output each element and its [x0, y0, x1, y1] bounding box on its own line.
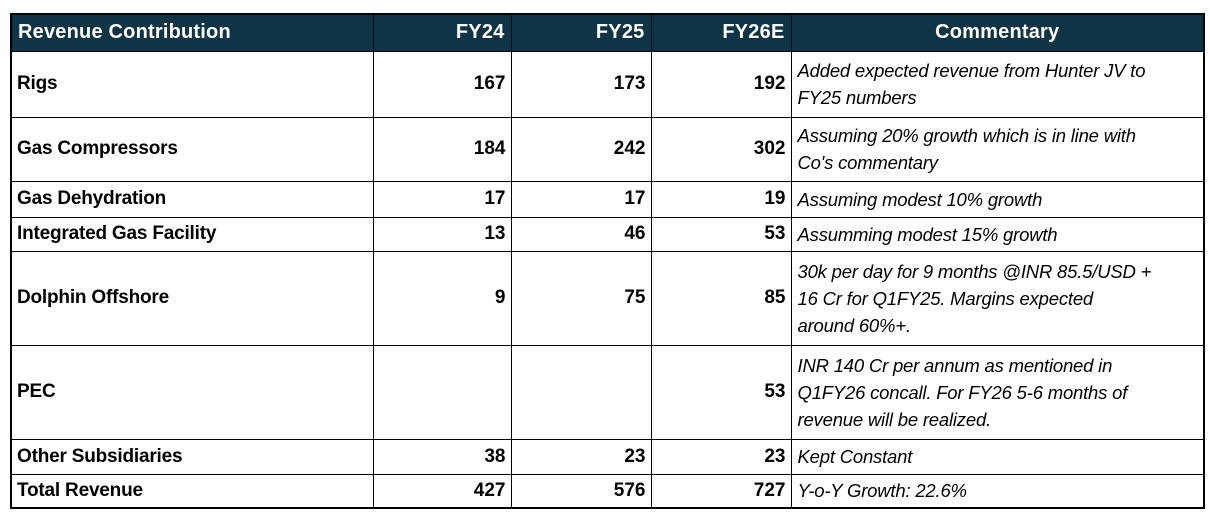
value-fy25: 75: [510, 250, 652, 346]
revenue-table: Revenue Contribution FY24 FY25 FY26E Com…: [10, 13, 1205, 509]
value-fy26e: 53: [650, 216, 792, 252]
table-row-total-revenue: Total Revenue 427 576 727 Y-o-Y Growth: …: [10, 473, 1205, 509]
commentary-cell: Added expected revenue from Hunter JV to…: [790, 50, 1205, 118]
commentary-cell: Y-o-Y Growth: 22.6%: [790, 473, 1205, 509]
table-row-gas-dehydration: Gas Dehydration 17 17 19 Assuming modest…: [10, 180, 1205, 218]
value-fy24: 17: [372, 180, 512, 218]
header-row: Revenue Contribution FY24 FY25 FY26E Com…: [10, 13, 1205, 52]
row-label: Rigs: [10, 50, 374, 118]
value-fy26e: 192: [650, 50, 792, 118]
header-fy25: FY25: [510, 13, 652, 52]
value-fy25: [510, 344, 652, 440]
value-fy24: 38: [372, 438, 512, 475]
value-fy25: 23: [510, 438, 652, 475]
row-label: Integrated Gas Facility: [10, 216, 374, 252]
value-fy24: 13: [372, 216, 512, 252]
value-fy25: 576: [510, 473, 652, 509]
value-fy26e: 727: [650, 473, 792, 509]
header-fy24: FY24: [372, 13, 512, 52]
revenue-contribution-table: Revenue Contribution FY24 FY25 FY26E Com…: [10, 13, 1205, 509]
commentary-cell: Kept Constant: [790, 438, 1205, 475]
value-fy26e: 302: [650, 116, 792, 182]
value-fy24: 427: [372, 473, 512, 509]
value-fy26e: 85: [650, 250, 792, 346]
table-row-dolphin-offshore: Dolphin Offshore 9 75 85 30k per day for…: [10, 250, 1205, 346]
header-commentary: Commentary: [790, 13, 1205, 52]
commentary-cell: Assuming modest 10% growth: [790, 180, 1205, 218]
value-fy26e: 53: [650, 344, 792, 440]
value-fy26e: 19: [650, 180, 792, 218]
value-fy24: 9: [372, 250, 512, 346]
row-label: Other Subsidiaries: [10, 438, 374, 475]
row-label: Gas Dehydration: [10, 180, 374, 218]
commentary-cell: Assumming modest 15% growth: [790, 216, 1205, 252]
value-fy25: 17: [510, 180, 652, 218]
table-row-rigs: Rigs 167 173 192 Added expected revenue …: [10, 50, 1205, 118]
value-fy25: 46: [510, 216, 652, 252]
table-row-other-subsidiaries: Other Subsidiaries 38 23 23 Kept Constan…: [10, 438, 1205, 475]
value-fy25: 242: [510, 116, 652, 182]
commentary-cell: Assuming 20% growth which is in line wit…: [790, 116, 1205, 182]
value-fy26e: 23: [650, 438, 792, 475]
row-label: Gas Compressors: [10, 116, 374, 182]
table-row-integrated-gas-facility: Integrated Gas Facility 13 46 53 Assummi…: [10, 216, 1205, 252]
row-label: PEC: [10, 344, 374, 440]
value-fy24: 184: [372, 116, 512, 182]
commentary-cell: INR 140 Cr per annum as mentioned in Q1F…: [790, 344, 1205, 440]
table-row-gas-compressors: Gas Compressors 184 242 302 Assuming 20%…: [10, 116, 1205, 182]
table-row-pec: PEC 53 INR 140 Cr per annum as mentioned…: [10, 344, 1205, 440]
row-label: Dolphin Offshore: [10, 250, 374, 346]
header-fy26e: FY26E: [650, 13, 792, 52]
value-fy25: 173: [510, 50, 652, 118]
row-label: Total Revenue: [10, 473, 374, 509]
header-revenue-contribution: Revenue Contribution: [10, 13, 374, 52]
commentary-cell: 30k per day for 9 months @INR 85.5/USD +…: [790, 250, 1205, 346]
value-fy24: [372, 344, 512, 440]
value-fy24: 167: [372, 50, 512, 118]
